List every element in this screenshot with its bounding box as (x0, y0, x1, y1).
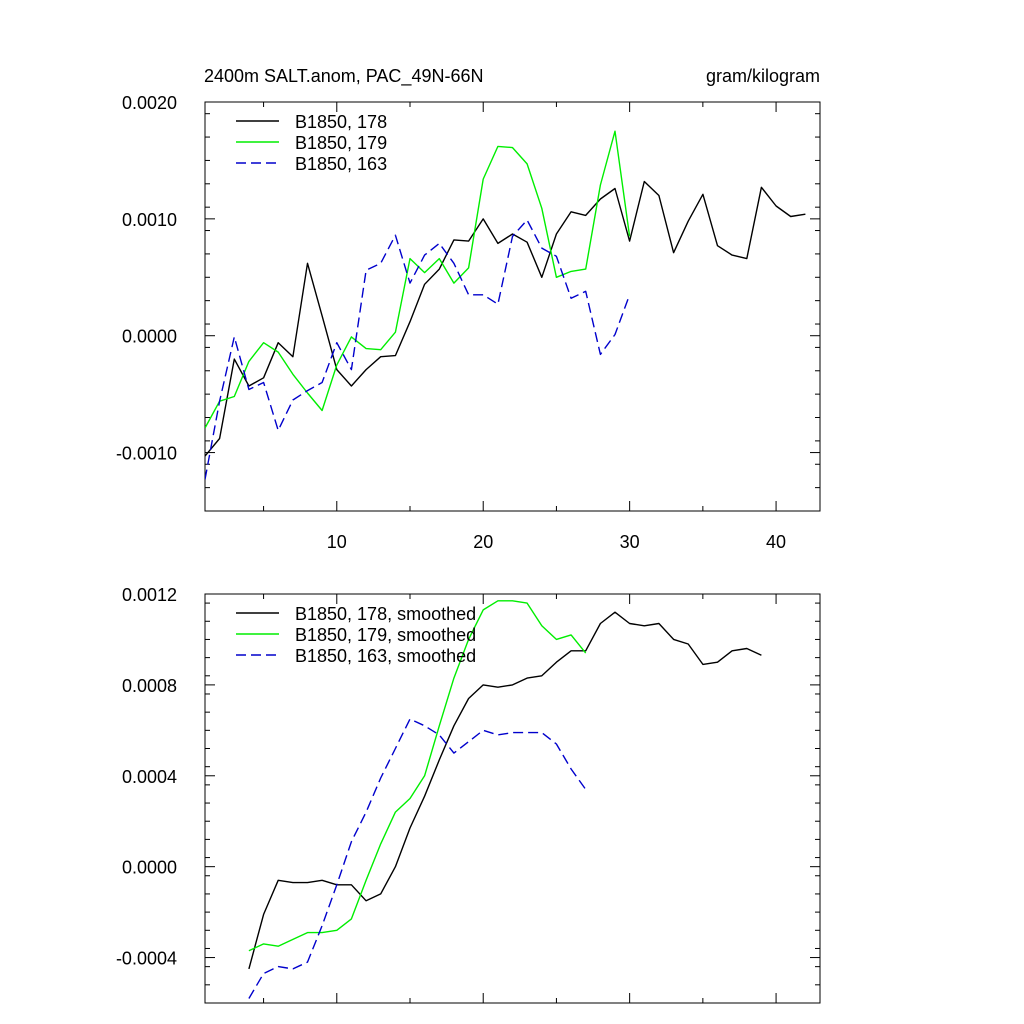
y-tick-label: 0.0010 (122, 210, 177, 230)
y-tick-label: -0.0010 (116, 444, 177, 464)
x-tick-label: 10 (327, 532, 347, 552)
series-line-0 (205, 180, 806, 457)
y-tick-label: -0.0004 (116, 949, 177, 969)
legend-label: B1850, 178 (295, 112, 387, 132)
x-tick-label: 20 (473, 532, 493, 552)
x-tick-label: 40 (766, 532, 786, 552)
y-tick-label: 0.0000 (122, 858, 177, 878)
legend-label: B1850, 163, smoothed (295, 646, 476, 666)
series-line-0 (248, 611, 762, 970)
y-tick-label: 0.0020 (122, 93, 177, 113)
x-tick-label: 30 (620, 532, 640, 552)
series-line-1 (248, 600, 587, 952)
plot-frame (204, 101, 821, 512)
y-tick-label: 0.0008 (122, 676, 177, 696)
series-line-2 (205, 219, 631, 480)
title-right: gram/kilogram (706, 66, 820, 86)
series-line-1 (205, 130, 631, 429)
series-line-2 (248, 718, 587, 999)
legend-label: B1850, 163 (295, 154, 387, 174)
y-tick-label: 0.0004 (122, 767, 177, 787)
title-left: 2400m SALT.anom, PAC_49N-66N (204, 66, 483, 87)
y-tick-label: 0.0012 (122, 585, 177, 605)
top-panel: 2400m SALT.anom, PAC_49N-66N gram/kilogr… (116, 66, 821, 552)
legend-label: B1850, 179, smoothed (295, 625, 476, 645)
legend-label: B1850, 178, smoothed (295, 604, 476, 624)
y-tick-label: 0.0000 (122, 327, 177, 347)
legend-label: B1850, 179 (295, 133, 387, 153)
bottom-panel: -0.0004 0.0000 0.0004 0.0008 0.0012 B1850, 17… (116, 585, 821, 1004)
plot-frame (204, 593, 821, 1004)
